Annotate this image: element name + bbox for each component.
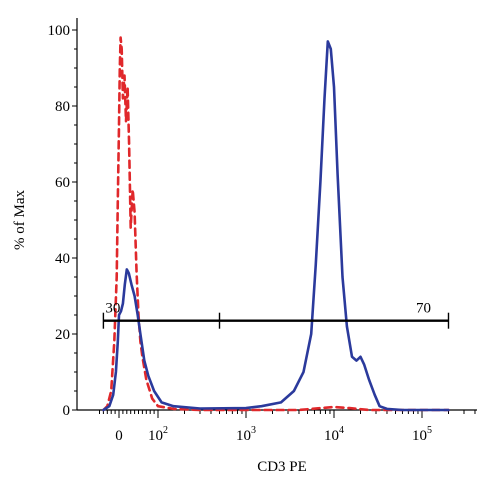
series-line-2 xyxy=(102,40,450,412)
y-tick-label: 100 xyxy=(48,23,71,39)
y-axis: 0 20 40 60 80 100 xyxy=(48,18,78,419)
x-tick-label: 103 xyxy=(236,425,256,444)
x-tick-label: 102 xyxy=(148,425,168,444)
gate-layer: 30 70 xyxy=(102,301,450,329)
y-tick-label: 80 xyxy=(55,99,70,115)
y-tick-label: 40 xyxy=(55,251,70,267)
x-tick-label: 104 xyxy=(324,425,344,444)
series-line-1 xyxy=(102,36,450,412)
x-tick-label: 0 xyxy=(115,428,123,444)
x-tick-label: 105 xyxy=(412,425,432,444)
y-tick-label: 0 xyxy=(63,403,71,419)
y-tick-label: 20 xyxy=(55,327,70,343)
x-axis-title: CD3 PE xyxy=(257,459,307,475)
series-layer xyxy=(102,36,450,412)
x-axis: 0 102 103 104 105 xyxy=(77,409,477,444)
gate-right-label: 70 xyxy=(416,301,431,317)
y-tick-label: 60 xyxy=(55,175,70,191)
y-axis-title: % of Max xyxy=(12,190,28,250)
gate-left-label: 30 xyxy=(105,301,120,317)
